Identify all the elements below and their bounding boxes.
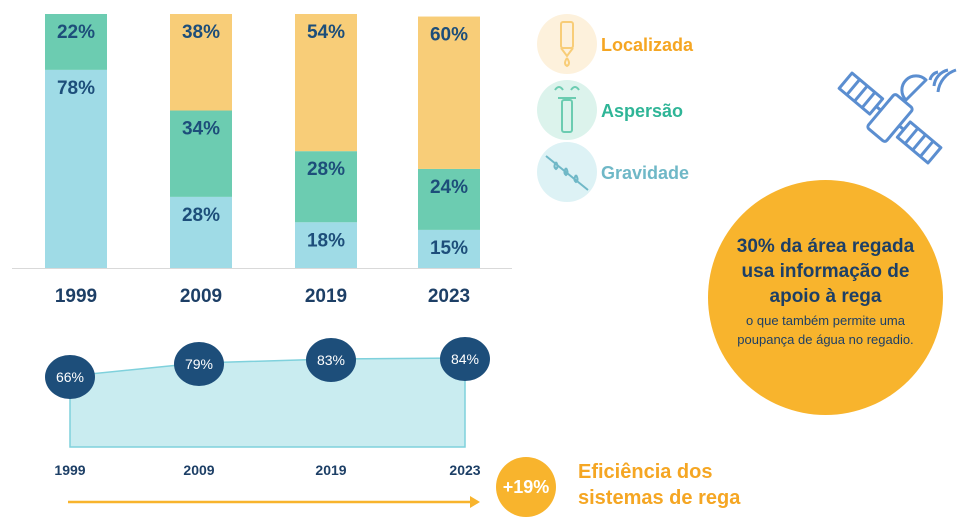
efficiency-title-line-2: sistemas de rega	[578, 487, 741, 509]
efficiency-value-label: 84%	[451, 351, 479, 367]
info-circle-text: 30% da área regada usa informação de apo…	[710, 234, 941, 349]
bar-gravidade-2009	[170, 196, 232, 268]
efficiency-marker	[306, 338, 356, 382]
data-label: 28%	[307, 159, 345, 180]
legend-label-gravidade: Gravidade	[601, 163, 690, 183]
legend-label-aspersao: Aspersão	[601, 101, 684, 121]
efficiency-value-label: 83%	[317, 352, 345, 368]
data-label: 78%	[57, 78, 95, 99]
bar-localizada-2019	[295, 14, 357, 152]
efficiency-marker	[45, 355, 95, 399]
data-label: 28%	[182, 205, 220, 226]
data-label: 18%	[307, 230, 345, 251]
bar-aspersao-2019	[295, 151, 357, 223]
efficiency-badge: +19%	[496, 457, 556, 517]
info-sub-2: poupança de água no regadio.	[737, 332, 914, 347]
bar-localizada-2023	[418, 16, 480, 169]
efficiency-x-tick-label: 2009	[183, 462, 214, 478]
efficiency-value-label: 79%	[185, 356, 213, 372]
data-label: 38%	[182, 22, 220, 43]
efficiency-marker	[174, 342, 224, 386]
efficiency-x-tick-label: 2023	[449, 462, 480, 478]
bar-gravidade-2023	[418, 229, 480, 268]
bar-gravidade-2019	[295, 222, 357, 268]
bar-aspersao-2023	[418, 168, 480, 230]
legend-item-aspersao	[537, 80, 597, 140]
data-label: 24%	[430, 177, 468, 198]
efficiency-title: Eficiência dos sistemas de rega	[578, 459, 740, 511]
efficiency-x-tick-label: 1999	[54, 462, 85, 478]
x-tick-label: 2019	[305, 286, 347, 307]
efficiency-marker	[440, 337, 490, 381]
efficiency-value-label: 66%	[56, 369, 84, 385]
info-headline-3: apoio à rega	[769, 286, 882, 307]
bar-aspersao-1999	[45, 14, 107, 70]
x-tick-label: 1999	[55, 286, 97, 307]
data-label: 34%	[182, 119, 220, 140]
data-label: 15%	[430, 238, 468, 259]
bar-localizada-2009	[170, 14, 232, 111]
data-label: 60%	[430, 25, 468, 46]
legend-item-localizada	[537, 14, 597, 74]
info-sub-1: o que também permite uma	[746, 313, 905, 328]
info-headline-1: 30% da área regada	[736, 236, 915, 257]
bar-gravidade-1999	[45, 69, 107, 268]
x-tick-label: 2023	[428, 286, 470, 307]
legend-label-localizada: Localizada	[601, 35, 694, 55]
efficiency-title-line-1: Eficiência dos	[578, 461, 713, 483]
bar-aspersao-2009	[170, 110, 232, 197]
data-label: 54%	[307, 22, 345, 43]
dripper-icon	[537, 14, 597, 74]
efficiency-x-tick-label: 2019	[315, 462, 346, 478]
sprinkler-icon	[537, 80, 597, 140]
legend-item-gravidade	[537, 142, 597, 202]
info-headline-2: usa informação de	[741, 261, 910, 282]
x-tick-label: 2009	[180, 286, 222, 307]
info-circle	[708, 180, 943, 415]
data-label: 22%	[57, 22, 95, 43]
